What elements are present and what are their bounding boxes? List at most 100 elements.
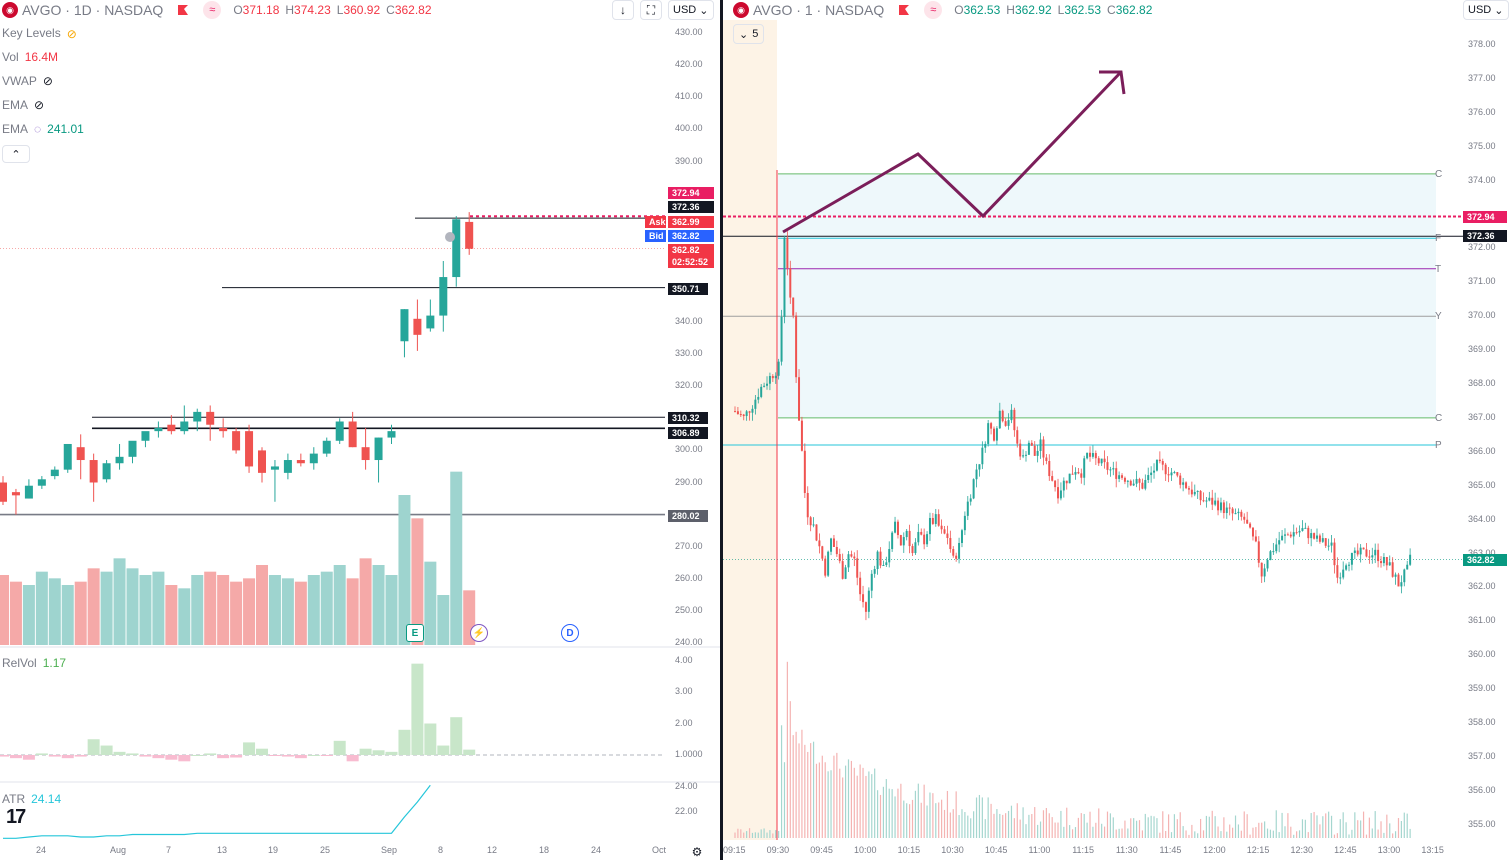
intraday-chart-pane[interactable]: ◉ AVGO · 1 · NASDAQ ≈ O362.53 H362.92 L3…	[723, 0, 1510, 860]
candle-body	[803, 450, 806, 493]
currency-select[interactable]: USD ⌄	[668, 0, 714, 20]
daily-chart-canvas[interactable]	[0, 0, 720, 860]
pane-divider[interactable]	[720, 0, 723, 860]
time-axis-label: 12:15	[1246, 845, 1270, 855]
tradingview-logo[interactable]: 17	[6, 806, 26, 828]
earnings-icon[interactable]: E	[406, 624, 424, 642]
candle-body	[946, 533, 949, 539]
volume-bar	[1101, 823, 1103, 838]
volume-bar	[1095, 822, 1097, 838]
flag-icon[interactable]	[898, 4, 910, 16]
vol-value: 16.4M	[24, 50, 59, 64]
candle-body	[1027, 442, 1030, 455]
indicator-atr[interactable]: ATR 24.14	[2, 792, 62, 806]
candle-body	[867, 590, 870, 612]
wave-icon[interactable]: ≈	[924, 1, 943, 19]
volume-bar	[938, 802, 940, 838]
candle-body	[426, 315, 435, 329]
candle-body	[1089, 452, 1092, 457]
candle-body	[1356, 550, 1359, 555]
collapse-indicators-button[interactable]: ⌃	[2, 145, 30, 163]
candle-body	[830, 538, 833, 552]
price-axis-label: 378.00	[1468, 39, 1496, 49]
settings-icon[interactable]: ⚙	[686, 842, 708, 860]
candle-body	[792, 297, 795, 316]
candle-body	[11, 492, 20, 496]
volume-bar	[734, 832, 736, 838]
relvol-bar	[165, 755, 178, 760]
volume-bar	[204, 571, 217, 645]
volume-bar	[909, 804, 911, 838]
symbol-title[interactable]: AVGO · 1 · NASDAQ	[753, 2, 885, 18]
volume-bar	[1170, 832, 1173, 838]
expand-icon[interactable]: ⛶	[640, 0, 662, 20]
candle-body	[1051, 476, 1054, 481]
candle-body	[1115, 468, 1118, 479]
candle-body	[1301, 528, 1304, 531]
indicator-vwap[interactable]: VWAP ⊘	[2, 74, 53, 88]
price-axis-label: 375.00	[1468, 140, 1496, 151]
volume-bar	[926, 805, 928, 838]
volume-bar	[1133, 818, 1135, 838]
indicator-relvol[interactable]: RelVol 1.17	[2, 656, 67, 670]
candle-body	[1283, 534, 1286, 536]
ohlc-low: L362.53	[1057, 3, 1102, 17]
volume-bar	[1287, 813, 1289, 838]
price-axis-label: 358.00	[1468, 717, 1496, 727]
candle-body	[1030, 442, 1033, 446]
daily-chart-pane[interactable]: ◉ AVGO · 1D · NASDAQ ≈ O371.18 H374.23 L…	[0, 0, 720, 860]
candle-body	[1266, 560, 1269, 569]
volume-bar	[1400, 820, 1402, 838]
wave-icon[interactable]: ≈	[203, 1, 222, 19]
lightning-icon[interactable]: ⚡	[470, 624, 488, 642]
dividend-icon[interactable]: D	[561, 624, 579, 642]
volume-bar	[772, 833, 774, 838]
candle-body	[1173, 472, 1176, 474]
candle-body	[1240, 511, 1243, 517]
time-axis-label: 11:45	[1159, 845, 1182, 855]
candle-body	[1062, 480, 1065, 491]
volume-bar	[1200, 818, 1202, 838]
candle-body	[984, 443, 987, 448]
volume-bar	[1409, 828, 1411, 838]
intraday-chart-canvas[interactable]	[723, 0, 1510, 860]
price-tag: Bid	[645, 230, 666, 242]
candle-body	[1033, 445, 1036, 456]
candle-body	[167, 424, 176, 432]
flag-icon[interactable]	[177, 4, 189, 16]
candle-body	[1371, 555, 1374, 558]
indicator-key-levels[interactable]: Key Levels ⊘	[2, 26, 83, 41]
candle-body	[1374, 549, 1377, 556]
volume-bar	[1394, 831, 1397, 838]
eye-off-icon[interactable]: ⊘	[42, 74, 53, 88]
interval-collapse-button[interactable]: ⌄ 5	[733, 24, 765, 44]
candle-body	[1327, 545, 1330, 547]
candle-body	[940, 525, 943, 530]
candle-body	[1243, 516, 1246, 520]
arrow-down-icon[interactable]: ↓	[612, 0, 634, 20]
eye-off-icon[interactable]: ⊘	[34, 98, 45, 112]
volume-bar	[1275, 810, 1277, 838]
candle-body	[879, 551, 882, 566]
indicator-ema-2[interactable]: EMA ◌ 241.01	[2, 122, 84, 136]
volume-bar	[760, 829, 762, 838]
currency-select[interactable]: USD ⌄	[1463, 0, 1509, 20]
volume-bar	[824, 762, 826, 838]
indicator-vol[interactable]: Vol 16.4M	[2, 50, 59, 64]
candle-body	[789, 268, 792, 298]
volume-bar	[1083, 813, 1085, 838]
candle-body	[847, 554, 850, 568]
candle-body	[1123, 477, 1126, 482]
volume-bar	[1351, 829, 1353, 838]
volume-bar	[126, 568, 139, 645]
eye-off-icon[interactable]: ⊘	[66, 27, 77, 41]
candle-body	[966, 501, 969, 516]
price-axis-label: 359.00	[1468, 683, 1496, 694]
relvol-bar	[320, 755, 333, 756]
symbol-title[interactable]: AVGO · 1D · NASDAQ	[22, 2, 164, 18]
volume-bar	[1252, 827, 1254, 838]
volume-bar	[1234, 815, 1237, 838]
volume-bar	[987, 797, 989, 838]
indicator-ema-1[interactable]: EMA ⊘	[2, 98, 45, 112]
volume-bar	[920, 802, 922, 838]
